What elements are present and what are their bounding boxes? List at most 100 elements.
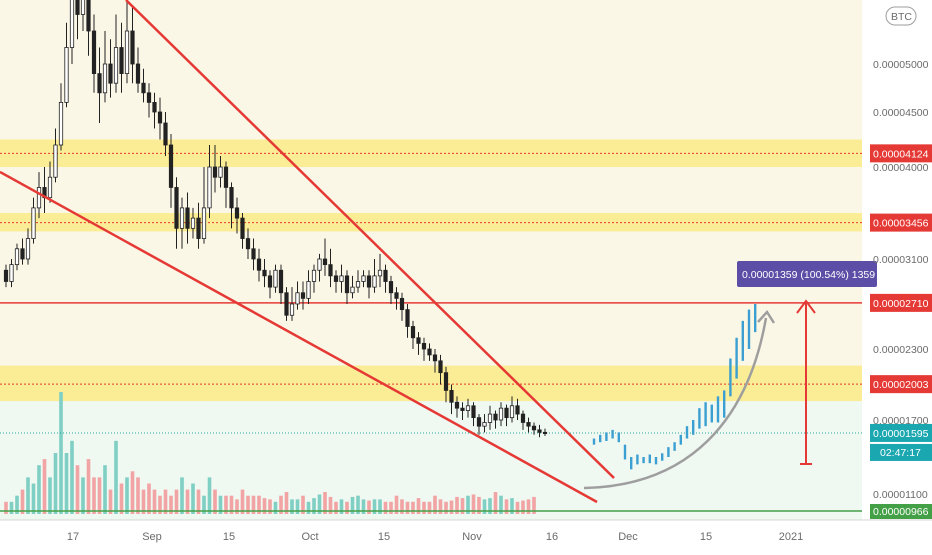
volume-bar xyxy=(361,499,366,514)
time-tick-label: 16 xyxy=(546,531,558,543)
volume-bar xyxy=(312,498,316,514)
volume-bar xyxy=(42,459,47,514)
time-tick-label: Sep xyxy=(142,531,162,543)
candle-body xyxy=(476,417,482,427)
candle-body xyxy=(487,413,493,423)
candle-body xyxy=(91,30,97,74)
time-tick-label: Nov xyxy=(462,531,482,543)
key-level-axis-label: 0.00003456 xyxy=(873,218,929,230)
volume-bar xyxy=(493,492,498,514)
volume-bar xyxy=(279,495,283,514)
candle-body xyxy=(542,431,548,434)
volume-bar xyxy=(152,489,157,514)
price-tick-label: 0.00001100 xyxy=(873,489,928,501)
axis-layer: 0.00005000 0.00004500 0.00004000 0.00003100… xyxy=(0,6,932,550)
volume-bar xyxy=(224,495,228,514)
candle-body xyxy=(240,217,245,239)
volume-bar xyxy=(378,499,382,514)
candle-body xyxy=(124,30,130,74)
candle-body xyxy=(328,264,333,277)
key-level-axis-label: 0.00002710 xyxy=(873,298,929,310)
candle-body xyxy=(14,248,20,266)
candle-body xyxy=(69,0,75,48)
volume-bar xyxy=(37,465,41,514)
volume-bar xyxy=(31,483,36,514)
countdown-box xyxy=(870,443,932,461)
candle-body xyxy=(526,422,531,427)
candle-body xyxy=(322,258,328,266)
volume-bar xyxy=(240,489,245,514)
candle-body xyxy=(295,292,300,305)
candle-body xyxy=(262,269,267,277)
volume-bar xyxy=(504,499,509,514)
volume-bar xyxy=(482,499,487,514)
candle-body xyxy=(157,111,163,124)
candle-body xyxy=(130,30,135,65)
volume-bar xyxy=(235,499,239,514)
key-level-axis-box xyxy=(870,144,932,163)
candle-body xyxy=(344,275,350,294)
candle-body xyxy=(284,292,289,316)
candle-body xyxy=(471,405,476,419)
volume-bar xyxy=(4,501,8,514)
volume-bar xyxy=(367,500,371,514)
candle-body xyxy=(185,207,190,229)
candle-body xyxy=(20,248,25,260)
candle-body xyxy=(438,360,443,374)
volume-bar xyxy=(460,498,465,514)
volume-bar xyxy=(207,477,212,514)
candle-body xyxy=(416,337,421,344)
time-axis-background xyxy=(0,520,862,550)
candle-body xyxy=(482,422,487,427)
volume-bar xyxy=(526,499,531,514)
volume-bar xyxy=(400,499,404,514)
volume-bar xyxy=(521,500,525,514)
volume-bar xyxy=(449,500,454,514)
volume-bar xyxy=(9,501,14,514)
volume-bar xyxy=(268,499,272,514)
candles-layer xyxy=(3,0,548,438)
volume-bar xyxy=(262,498,267,514)
bottom-marker-box xyxy=(870,504,932,519)
candle-body xyxy=(355,281,361,288)
candle-body xyxy=(218,166,223,178)
volume-bar xyxy=(48,477,52,514)
volume-bar xyxy=(295,499,300,514)
volume-bar xyxy=(125,477,129,514)
key-level-zone xyxy=(0,213,862,232)
volume-bar xyxy=(103,465,107,514)
key-level-axis-label: 0.00004124 xyxy=(873,148,929,160)
volume-bar xyxy=(141,489,146,514)
volume-bar xyxy=(97,477,102,514)
lines-layer xyxy=(0,152,862,512)
key-level-axis-label: 0.00002003 xyxy=(873,379,929,391)
key-level-axis-box xyxy=(870,375,932,394)
candle-body xyxy=(465,405,471,411)
measure-label-box xyxy=(737,261,877,287)
candle-body xyxy=(311,269,317,282)
price-tick-label: 0.00002300 xyxy=(873,344,929,356)
volume-bar xyxy=(339,499,344,514)
candle-body xyxy=(3,269,9,282)
volume-bar xyxy=(345,501,349,514)
volume-bar xyxy=(455,496,459,514)
candle-body xyxy=(174,187,179,229)
volume-bar xyxy=(246,495,250,514)
upper-trendline xyxy=(125,0,615,479)
volume-bar xyxy=(488,498,492,514)
projection-arc xyxy=(583,317,768,490)
candle-body xyxy=(339,275,344,282)
candle-body xyxy=(80,0,86,15)
candle-body xyxy=(366,275,372,288)
candle-body xyxy=(306,281,311,299)
volume-bar xyxy=(108,489,113,514)
volume-bar xyxy=(191,483,195,514)
volume-bar xyxy=(438,499,443,514)
candle-body xyxy=(454,401,460,409)
volume-bar xyxy=(356,495,360,514)
currency-badge xyxy=(885,6,917,26)
candle-body xyxy=(300,292,306,299)
candle-body xyxy=(498,407,504,421)
